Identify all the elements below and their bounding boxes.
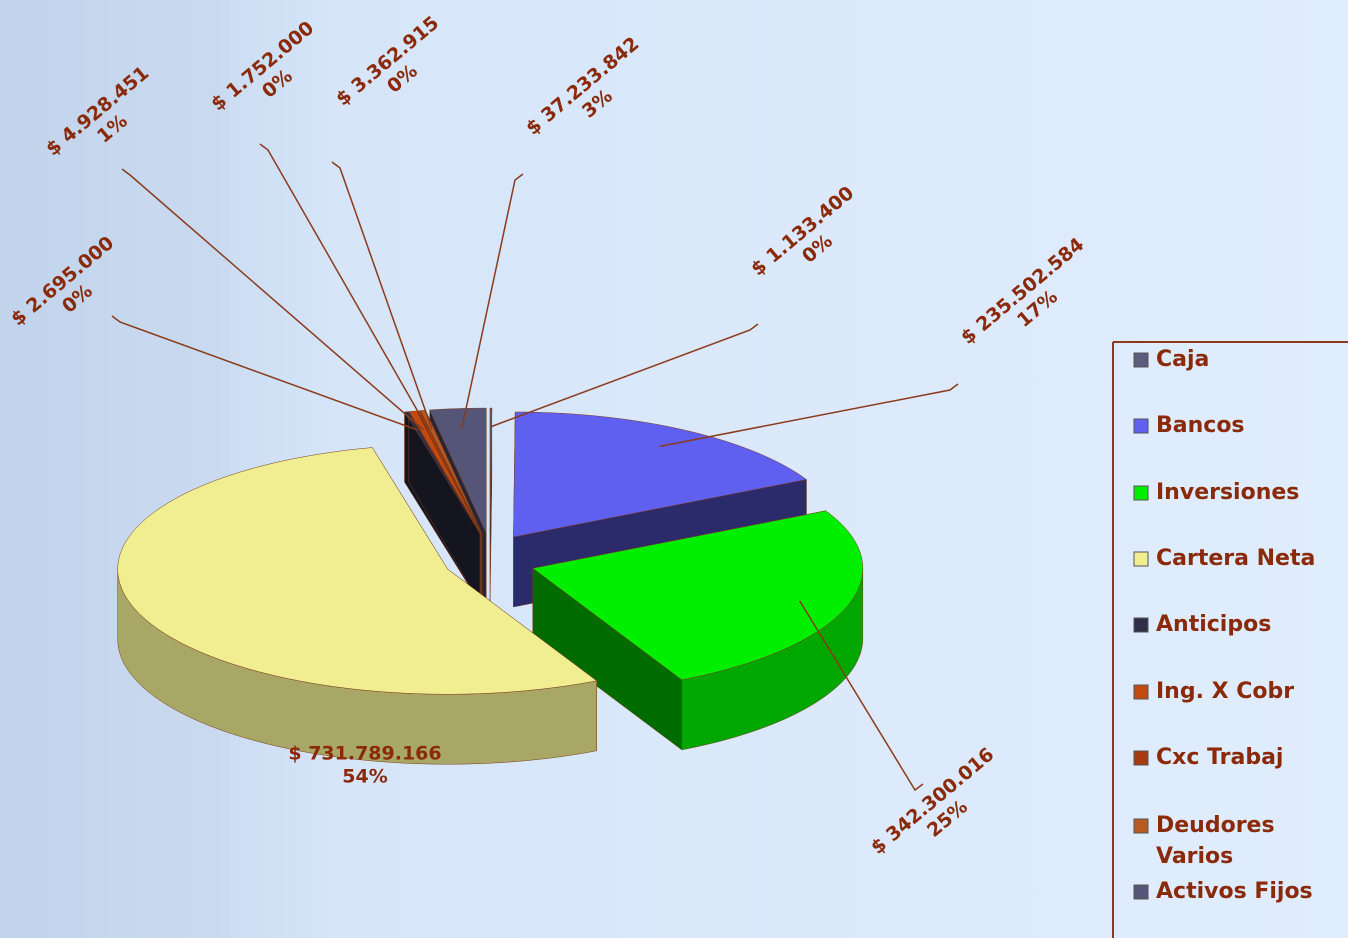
leader-line [121,168,424,431]
slice-top [532,510,864,681]
legend-label: Ing. X Cobr [1156,679,1294,704]
slice-top [416,410,482,534]
leader-line [659,383,959,448]
percent-label: 54% [342,766,387,788]
value-label: $ 3.362.915 [332,12,443,110]
background-column [0,0,230,938]
pie-slice [489,407,493,604]
pie-slice [404,410,481,605]
legend-label-line: Varios [1156,844,1233,869]
value-label: $ 1.133.400 [747,182,858,280]
slice-top [489,407,493,534]
leader-line [799,600,924,792]
legend-swatch [1133,750,1149,766]
slice-top [429,407,487,534]
legend-label: Cxc Trabaj [1156,745,1283,770]
leader-line [259,143,429,430]
legend-swatch [1133,818,1149,834]
leader-line [331,161,433,430]
legend-label: Cartera Neta [1156,546,1315,571]
legend-label: Inversiones [1156,480,1299,505]
legend-swatch [1133,617,1149,633]
legend-label: Activos Fijos [1156,879,1313,904]
leader-line [461,173,524,428]
legend-label-line: Deudores [1156,813,1275,838]
value-label: $ 731.789.166 [288,743,441,765]
legend-label: Anticipos [1156,612,1271,637]
leader-line [490,323,759,428]
legend-swatch [1133,551,1149,567]
slice-top [404,411,481,534]
legend-swatch [1133,684,1149,700]
value-label: $ 37.233.842 [522,33,643,140]
value-label: $ 235.502.584 [957,234,1089,349]
legend-swatch [1133,485,1149,501]
legend-swatch [1133,352,1149,368]
pie-slice [532,510,864,751]
slice-top [513,411,808,538]
legend-label: Deudores Varios [1156,813,1275,869]
slice-top [408,410,481,534]
pie-slice [117,446,598,765]
legend-swatch [1133,884,1149,900]
slice-top [420,410,483,534]
slice-top [117,447,598,695]
legend-label: Bancos [1156,413,1245,438]
legend-swatch [1133,418,1149,434]
value-label: $ 342.300.016 [867,744,999,859]
legend-label: Caja [1156,347,1209,372]
leader-line [111,315,418,431]
